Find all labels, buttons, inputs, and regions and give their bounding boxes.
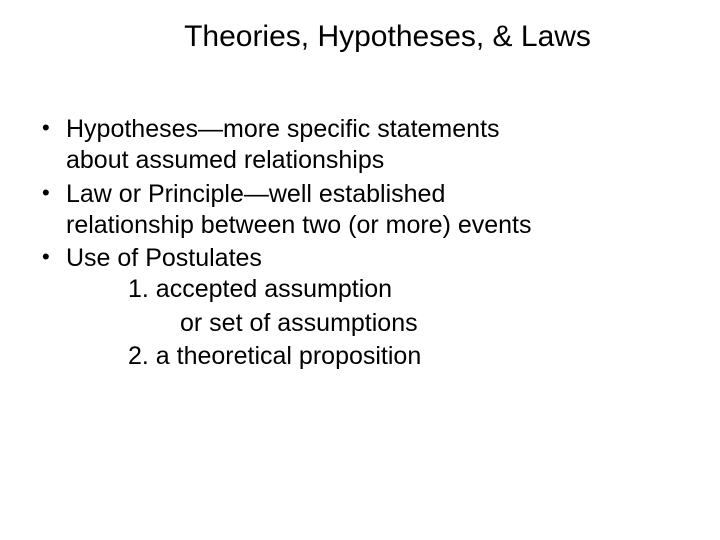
bullet-text: Law or Principle—well established: [66, 180, 445, 208]
bullet-item-1: Hypotheses—more specific statements abou…: [38, 114, 690, 177]
sub-item-1-continuation: or set of assumptions: [128, 308, 690, 339]
bullet-item-3: Use of Postulates 1. accepted assumption…: [38, 243, 690, 372]
sub-list: 1. accepted assumption or set of assumpt…: [66, 274, 690, 372]
sub-item-2: 2. a theoretical proposition: [128, 341, 690, 372]
bullet-text: Use of Postulates: [66, 244, 262, 272]
bullet-text: Hypotheses—more specific statements: [66, 115, 500, 143]
bullet-text-continuation: relationship between two (or more) event…: [66, 211, 532, 239]
bullet-text-continuation: about assumed relationships: [66, 146, 384, 174]
bullet-item-2: Law or Principle—well established relati…: [38, 179, 690, 242]
sub-item-1: 1. accepted assumption: [128, 274, 690, 305]
slide-content: Hypotheses—more specific statements abou…: [30, 114, 690, 372]
slide-title: Theories, Hypotheses, & Laws: [85, 20, 690, 54]
slide-container: Theories, Hypotheses, & Laws Hypotheses—…: [0, 0, 720, 540]
bullet-list: Hypotheses—more specific statements abou…: [38, 114, 690, 372]
